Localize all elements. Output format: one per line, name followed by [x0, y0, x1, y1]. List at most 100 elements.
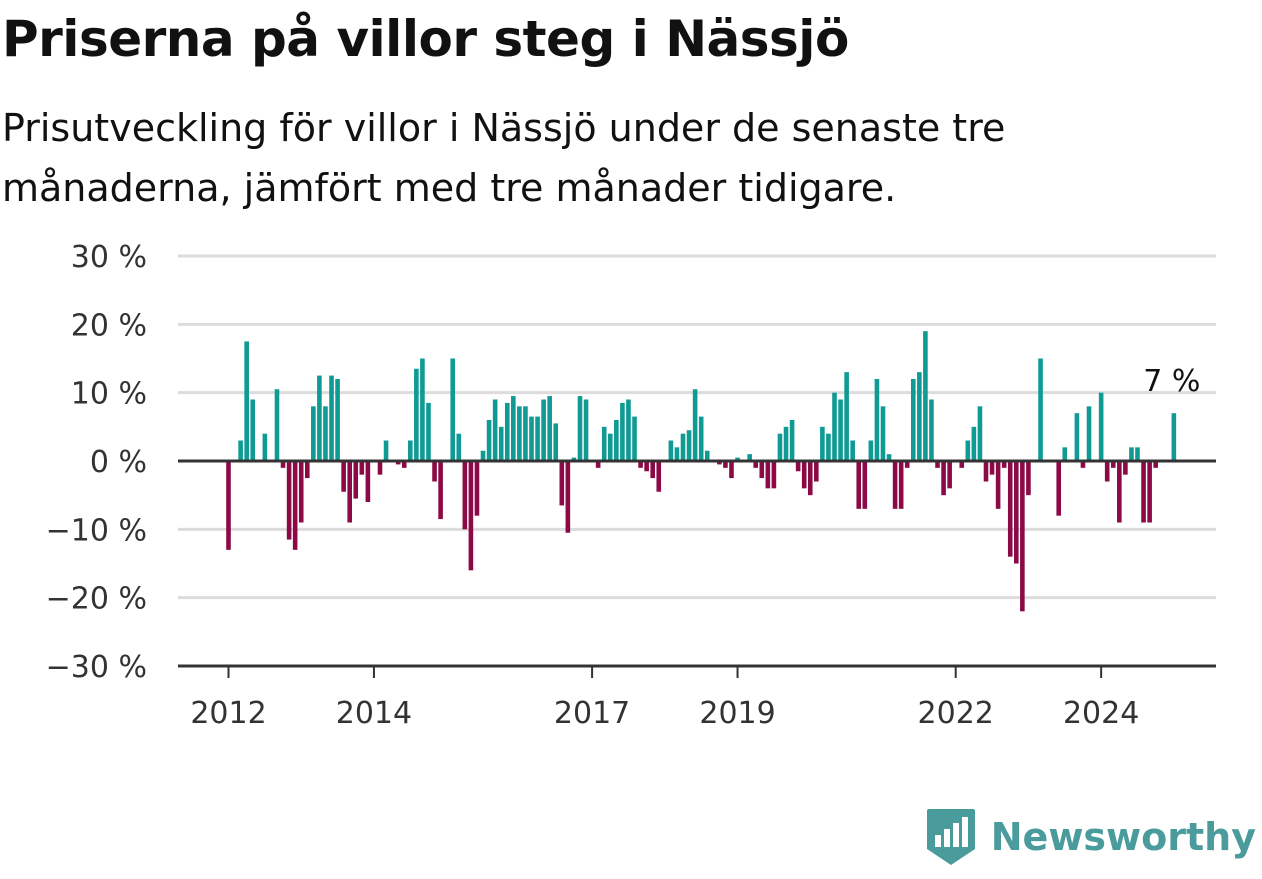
bar: [983, 461, 989, 482]
bars: [226, 331, 1177, 612]
bar: [717, 461, 722, 465]
grid-lines: [178, 254, 1216, 600]
bar: [420, 358, 425, 461]
bar: [656, 461, 662, 492]
bar: [995, 461, 1001, 509]
bar: [559, 461, 565, 506]
bar: [638, 461, 643, 468]
bar: [474, 461, 480, 516]
bar: [844, 372, 849, 461]
brand-name: Newsworthy: [990, 815, 1256, 859]
bar: [317, 375, 322, 461]
bar: [323, 406, 328, 461]
bar: [438, 461, 443, 520]
bar: [432, 461, 437, 482]
annotations: 7 %: [1143, 364, 1200, 399]
bar: [1014, 461, 1019, 564]
bar: [541, 399, 546, 461]
bar: [850, 440, 855, 461]
bar: [523, 406, 528, 461]
bar: [365, 461, 371, 502]
bar: [959, 461, 965, 468]
bar: [771, 461, 777, 489]
bar: [571, 457, 577, 461]
bar: [917, 372, 922, 461]
bar: [632, 416, 637, 461]
bar: [650, 461, 655, 479]
bar: [947, 461, 952, 489]
bar: [1171, 413, 1177, 461]
bar: [801, 461, 807, 489]
bar: [244, 341, 249, 461]
bar: [644, 461, 649, 472]
bar: [723, 461, 728, 468]
bar: [1062, 447, 1068, 461]
bar: [1153, 461, 1158, 468]
bar: [898, 461, 904, 509]
bar: [1129, 447, 1134, 461]
bar: [1098, 392, 1104, 461]
bar: [971, 426, 977, 461]
y-tick-label: 0 %: [90, 445, 147, 480]
bar: [426, 402, 431, 461]
bar: [341, 461, 346, 492]
bar: [826, 433, 831, 461]
bar: [704, 450, 710, 461]
bar: [347, 461, 352, 523]
bar: [1110, 461, 1116, 468]
y-tick-label: 20 %: [71, 308, 147, 343]
bar: [1074, 413, 1080, 461]
y-tick-label: −10 %: [46, 513, 147, 548]
bar: [1141, 461, 1146, 523]
bar: [335, 379, 340, 461]
bar: [856, 461, 862, 509]
bar: [250, 399, 256, 461]
bar: [486, 420, 492, 461]
bar: [892, 461, 898, 509]
bar: [874, 379, 880, 461]
bar: [698, 416, 704, 461]
bar: [729, 461, 734, 479]
bar: [777, 433, 783, 461]
bar: [535, 416, 540, 461]
y-axis-tick-labels: 30 % 20 % 10 % 0 % −10 % −20 % −30 %: [46, 240, 147, 685]
bar: [910, 379, 916, 461]
bar: [298, 461, 304, 523]
bar: [783, 426, 789, 461]
bar: [977, 406, 983, 461]
bar: [789, 420, 795, 461]
bar: [286, 461, 292, 540]
bar: [311, 406, 316, 461]
bar: [929, 399, 934, 461]
bar: [504, 402, 510, 461]
bar: [674, 447, 680, 461]
bar: [498, 426, 504, 461]
bar: [941, 461, 946, 496]
bar: [359, 461, 365, 475]
x-tick-label: 2017: [554, 696, 630, 731]
bar: [601, 426, 607, 461]
bar: [511, 396, 516, 461]
bar: [1123, 461, 1128, 475]
bar: [565, 461, 571, 533]
bar: [692, 389, 698, 461]
bar: [480, 450, 486, 461]
bar: [304, 461, 310, 479]
bar: [553, 423, 559, 461]
bar: [280, 461, 286, 468]
bar: [1147, 461, 1152, 523]
bar: [680, 433, 686, 461]
bar: [468, 461, 474, 571]
bar: [880, 406, 886, 461]
bar: [401, 461, 407, 468]
bar: [935, 461, 940, 468]
bar: [1117, 461, 1122, 523]
bar: [226, 461, 231, 550]
bar: [765, 461, 771, 489]
bar: [395, 461, 401, 465]
bar: [529, 416, 534, 461]
newsworthy-brand: Newsworthy: [925, 807, 1256, 867]
bar: [607, 433, 613, 461]
bar: [577, 396, 583, 461]
